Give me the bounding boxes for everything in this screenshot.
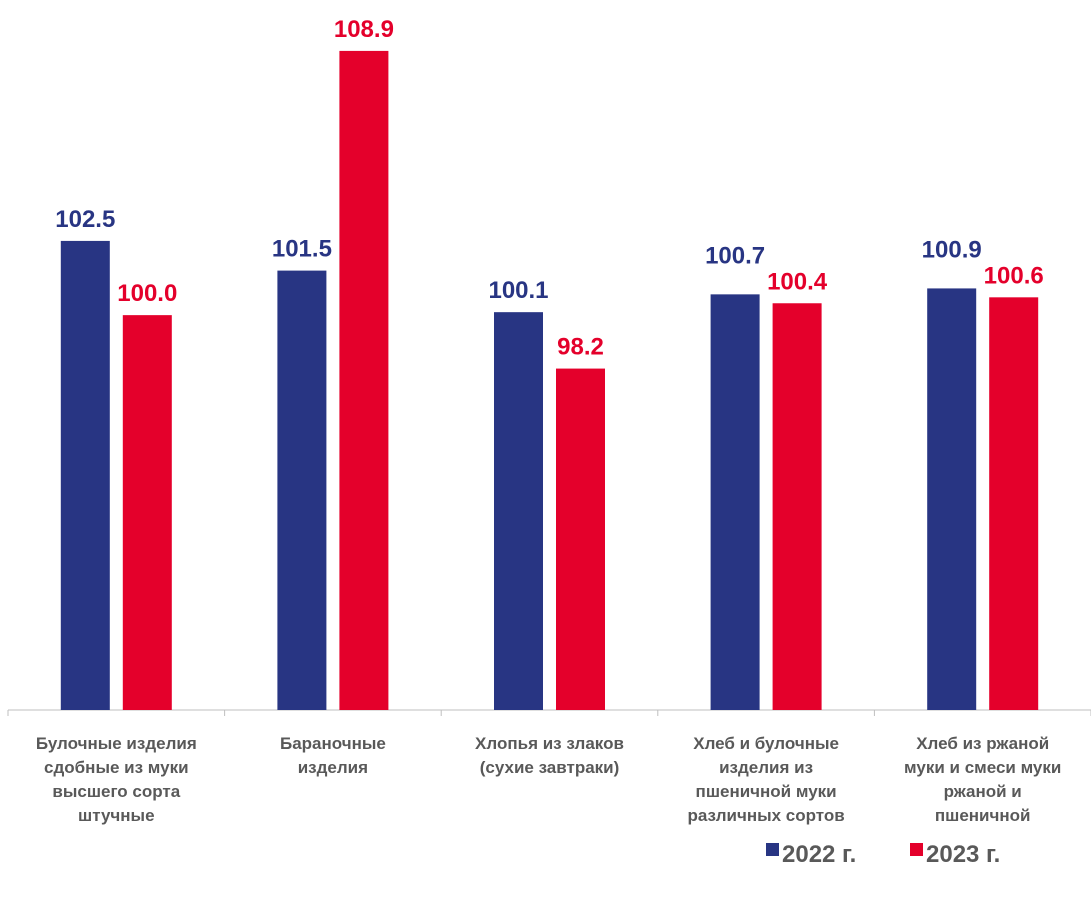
data-label: 100.7	[705, 242, 765, 269]
legend-label: 2023 г.	[926, 841, 1000, 868]
data-label: 108.9	[334, 16, 394, 43]
data-label: 100.4	[767, 268, 828, 295]
category-label-line: сдобные из муки	[44, 758, 188, 777]
data-label: 102.5	[55, 206, 115, 233]
bar-2023	[339, 50, 389, 710]
category-label: Булочные изделия сдобные из муки высшего с…	[36, 734, 197, 825]
category-label: Хлеб и булочные изделия из пшеничной муки р…	[687, 734, 844, 825]
data-label: 98.2	[557, 334, 604, 361]
category-label: Хлопья из злаков (сухие завтраки)	[475, 734, 624, 777]
legend-swatch	[910, 843, 923, 856]
category-label-line: изделия из	[719, 758, 813, 777]
data-label: 100.6	[984, 262, 1044, 289]
category-label-line: Хлеб и булочные	[693, 734, 839, 753]
category-label-line: различных сортов	[687, 806, 844, 825]
category-label-line: изделия	[298, 758, 368, 777]
bar-2022	[60, 240, 110, 710]
bar-2022	[710, 294, 760, 710]
category-label-line: муки и смеси муки	[904, 758, 1061, 777]
bar-2023	[122, 315, 172, 710]
category-label-line: ржаной и	[944, 782, 1022, 801]
category-label-line: (сухие завтраки)	[480, 758, 620, 777]
bar-2023	[989, 297, 1039, 710]
bar-2022	[494, 312, 543, 710]
bar-2023	[556, 368, 605, 710]
bar-2023	[772, 303, 822, 710]
category-label: Бараночные изделия	[280, 734, 386, 777]
category-label-line: Булочные изделия	[36, 734, 197, 753]
data-label: 101.5	[272, 236, 332, 263]
category-label-line: штучные	[78, 806, 154, 825]
bar-2022	[927, 288, 977, 710]
legend-label: 2022 г.	[782, 841, 856, 868]
bar-2022	[277, 270, 327, 710]
legend-swatch	[766, 843, 779, 856]
category-label-line: Хлеб из ржаной	[916, 734, 1049, 753]
data-label: 100.9	[922, 236, 982, 263]
data-label: 100.1	[488, 277, 548, 304]
category-label-line: пшеничной	[935, 806, 1031, 825]
category-label-line: пшеничной муки	[696, 782, 837, 801]
data-label: 100.0	[117, 280, 177, 307]
category-label-line: Хлопья из злаков	[475, 734, 624, 753]
category-label: Хлеб из ржаной муки и смеси муки ржаной и п…	[904, 734, 1061, 825]
category-label-line: Бараночные	[280, 734, 386, 753]
category-label-line: высшего сорта	[52, 782, 180, 801]
